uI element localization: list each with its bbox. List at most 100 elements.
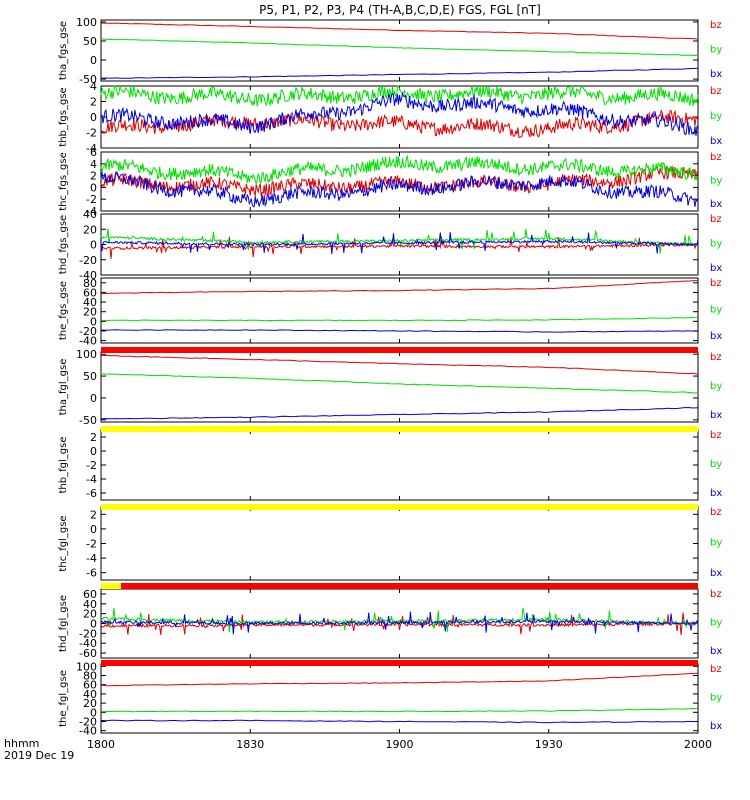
y-tick-label: -4: [86, 142, 97, 155]
series-bz: [100, 280, 699, 295]
y-tick-label: 2: [90, 96, 97, 109]
legend-by: by: [710, 305, 722, 316]
x-tick-label: 1900: [386, 738, 414, 751]
y-tick-label: 100: [76, 660, 97, 673]
y-tick-label: -4: [86, 473, 97, 486]
legend-bx: bx: [710, 646, 722, 657]
status-bar-segment: [121, 583, 698, 589]
series-by: [100, 84, 699, 107]
y-tick-label: 4: [90, 158, 97, 171]
legend-by: by: [710, 239, 722, 250]
y-tick-label: 0: [90, 445, 97, 458]
y-tick-label: 2: [90, 431, 97, 444]
y-axis-label: thc_fgl_gse: [58, 515, 69, 571]
y-tick-label: -2: [86, 127, 97, 140]
legend-bx: bx: [710, 199, 722, 210]
legend-bx: bx: [710, 69, 722, 80]
y-tick-label: 4: [90, 80, 97, 93]
y-tick-label: -60: [79, 647, 97, 660]
legend-by: by: [710, 111, 722, 122]
y-tick-label: 80: [83, 277, 97, 290]
y-tick-label: 0: [90, 315, 97, 328]
y-tick-label: 80: [83, 670, 97, 683]
legend-bz: bz: [710, 430, 722, 441]
y-tick-label: 100: [76, 348, 97, 361]
legend-by: by: [710, 693, 722, 704]
panel-4: 40 20 0 -20 -40 thd_fgs_gse bz by bx: [58, 208, 722, 282]
y-tick-label: -20: [79, 254, 97, 267]
legend-by: by: [710, 381, 722, 392]
y-tick-label: -40: [79, 637, 97, 650]
y-tick-label: 20: [83, 223, 97, 236]
series-bx: [100, 67, 699, 79]
y-tick-label: 0: [90, 523, 97, 536]
status-bar: [101, 347, 698, 353]
y-tick-label: 40: [83, 688, 97, 701]
legend-by: by: [710, 459, 722, 470]
legend-bx: bx: [710, 331, 722, 342]
x-axis: 1800 1830 1900 1930 2000: [87, 738, 712, 751]
legend-bz: bz: [710, 278, 722, 289]
panel-frame: [100, 429, 699, 501]
y-tick-label: 60: [83, 588, 97, 601]
panel-7: 20-2-4-6 thb_fgl_gse bz by bx: [58, 429, 722, 501]
panel-8: 2 0 -2-4 -6 thc_fgl_gse bz by bx: [58, 506, 722, 581]
panel-6: 100 50 0 -50 tha_fgl_gse bz by bx: [58, 348, 722, 427]
series-bz: [100, 354, 699, 375]
legend-bx: bx: [710, 488, 722, 499]
series-by: [100, 707, 699, 713]
y-tick-label: -2: [86, 538, 97, 551]
y-tick-label: 2: [90, 508, 97, 521]
date-label: 2019 Dec 19: [4, 749, 74, 762]
series-bx: [100, 171, 699, 208]
y-axis-label: tha_fgs_gse: [58, 21, 69, 80]
legend-by: by: [710, 176, 722, 187]
y-tick-label: -2: [86, 193, 97, 206]
legend-bz: bz: [710, 664, 722, 675]
y-tick-label: -40: [79, 725, 97, 738]
series-bx: [100, 406, 699, 420]
legend-bx: bx: [710, 721, 722, 732]
series-bz: [100, 164, 699, 198]
y-tick-label: 0: [90, 392, 97, 405]
legend-bx: bx: [710, 568, 722, 579]
y-tick-label: 40: [83, 598, 97, 611]
y-tick-label: 100: [76, 16, 97, 29]
series-bz: [100, 612, 699, 635]
status-bar: [101, 426, 698, 432]
series-by: [100, 316, 699, 322]
y-tick-label: -20: [79, 716, 97, 729]
y-tick-label: 0: [90, 618, 97, 631]
y-tick-label: 40: [83, 296, 97, 309]
panel-frame: [100, 19, 699, 82]
y-tick-label: 0: [90, 181, 97, 194]
legend-by: by: [710, 618, 722, 629]
legend-bz: bz: [710, 152, 722, 163]
y-tick-label: -20: [79, 325, 97, 338]
x-tick-label: 1800: [87, 738, 115, 751]
y-tick-label: 20: [83, 697, 97, 710]
status-bar: [101, 504, 698, 510]
y-tick-label: -4: [86, 205, 97, 218]
y-tick-label: 40: [83, 208, 97, 221]
y-tick-label: 2: [90, 170, 97, 183]
y-axis-label: thc_fgs_gse: [58, 152, 69, 211]
y-tick-label: 0: [90, 54, 97, 67]
y-tick-label: 20: [83, 608, 97, 621]
panel-frame: [100, 213, 699, 276]
series-by: [100, 228, 699, 254]
y-axis-label: thb_fgl_gse: [58, 437, 69, 494]
y-tick-label: 0: [90, 239, 97, 252]
y-tick-label: -20: [79, 627, 97, 640]
panel-frame: [100, 277, 699, 344]
plot-title: P5, P1, P2, P3, P4 (TH-A,B,C,D,E) FGS, F…: [259, 3, 541, 17]
y-tick-label: 60: [83, 286, 97, 299]
status-bar-segment: [101, 583, 121, 589]
series-bx: [100, 92, 699, 136]
legend-bz: bz: [710, 214, 722, 225]
y-tick-label: -40: [79, 335, 97, 348]
y-axis-label: tha_fgl_gse: [58, 359, 69, 416]
